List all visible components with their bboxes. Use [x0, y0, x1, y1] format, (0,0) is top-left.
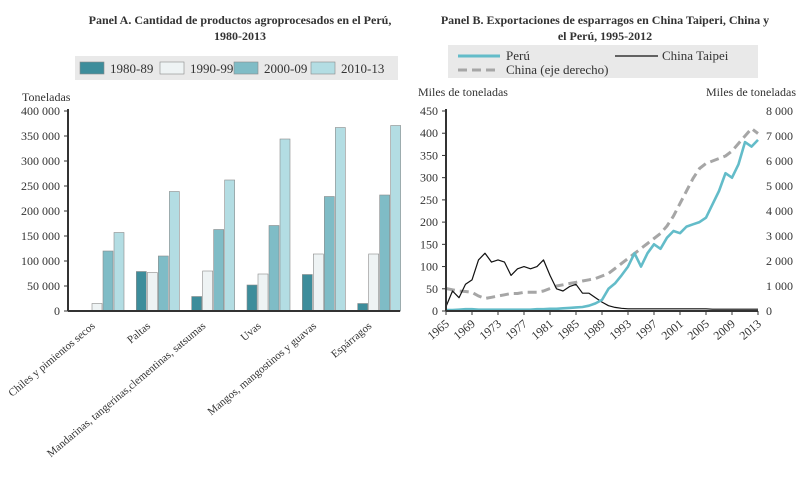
right-y-tick-label: 7 000	[766, 129, 793, 143]
category-label: Uvas	[239, 320, 264, 344]
right-y-tick-label: 3 000	[766, 229, 793, 243]
right-y-tick-label: 4 000	[766, 204, 793, 218]
bar	[257, 273, 269, 312]
left-axis-label: Miles de toneladas	[418, 85, 508, 99]
legend-swatch	[79, 61, 105, 75]
x-tick-label: 1993	[607, 317, 634, 343]
bar	[102, 250, 114, 312]
left-y-tick-label: 400	[420, 126, 438, 140]
bar	[324, 196, 335, 312]
y-axis-label: Toneladas	[22, 90, 71, 104]
x-tick-label: 1973	[477, 317, 504, 343]
x-tick-label: 1981	[529, 317, 556, 343]
panel-b-line-chart: Perú China Taipei China (eje derecho) Miles…	[418, 45, 796, 343]
series-line-china-taipei	[445, 252, 758, 310]
right-y-tick-label: 1 000	[766, 279, 793, 293]
bar	[379, 194, 390, 312]
y-tick-label: 400 000	[21, 104, 60, 118]
legend-label: 2000-09	[264, 61, 307, 76]
y-tick-label: 50 000	[27, 279, 60, 293]
y-tick-label: 200 000	[21, 204, 60, 218]
y-tick-label: 300 000	[21, 154, 60, 168]
y-tick-label: 250 000	[21, 179, 60, 193]
category-label: Chiles y pimientos secos	[6, 320, 97, 399]
bar	[158, 255, 169, 312]
bar	[191, 296, 202, 312]
right-y-tick-label: 0	[766, 304, 772, 318]
y-tick-label: 150 000	[21, 229, 60, 243]
x-tick-label: 1977	[503, 317, 530, 343]
bar	[213, 229, 224, 312]
series-line-china	[445, 127, 759, 300]
legend-label: Perú	[506, 48, 530, 63]
series-line-peru	[446, 138, 759, 312]
bar	[169, 191, 180, 312]
legend-swatch	[310, 61, 336, 75]
bar	[246, 284, 258, 312]
y-tick-label: 100 000	[21, 254, 60, 268]
legend-label: China Taipei	[662, 48, 729, 63]
right-y-tick-label: 5 000	[766, 179, 793, 193]
legend-swatch	[233, 61, 259, 75]
y-tick-label: 0	[54, 304, 60, 318]
category-label: Paltas	[125, 320, 153, 346]
left-y-tick-label: 150	[420, 237, 438, 251]
bar	[136, 271, 147, 312]
bar	[313, 253, 324, 312]
x-tick-label: 1997	[633, 317, 660, 343]
x-tick-label: 2009	[711, 317, 738, 343]
bar	[147, 272, 158, 312]
legend-label: 1990-99	[190, 61, 233, 76]
left-y-tick-label: 300	[420, 171, 438, 185]
right-y-tick-label: 8 000	[766, 104, 793, 118]
legend-swatch	[159, 61, 185, 75]
left-y-tick-label: 250	[420, 193, 438, 207]
left-y-tick-label: 200	[420, 215, 438, 229]
bar	[390, 125, 401, 312]
x-tick-label: 1989	[581, 317, 608, 343]
panel-a-title: Panel A. Cantidad de productos agroproce…	[88, 13, 392, 43]
x-tick-label: 1965	[425, 317, 452, 343]
bar	[279, 138, 291, 312]
right-axis-label: Miles de toneladas	[706, 85, 796, 99]
legend-label: 1980-89	[110, 61, 153, 76]
left-y-tick-label: 350	[420, 148, 438, 162]
bar	[357, 303, 368, 312]
bar	[224, 179, 235, 312]
right-y-tick-label: 6 000	[766, 154, 793, 168]
left-y-tick-label: 450	[420, 104, 438, 118]
bar	[335, 127, 346, 312]
category-label: Mangos, mangostinos y guavas	[205, 320, 319, 418]
y-tick-label: 350 000	[21, 129, 60, 143]
bar	[368, 253, 379, 312]
left-y-tick-label: 100	[420, 260, 438, 274]
x-tick-label: 1969	[451, 317, 478, 343]
x-tick-label: 2001	[659, 317, 686, 343]
legend-box	[448, 45, 758, 78]
left-y-tick-label: 50	[426, 282, 438, 296]
legend-label: China (eje derecho)	[506, 62, 609, 77]
panel-b-title: Panel B. Exportaciones de esparragos en …	[440, 13, 770, 43]
legend-label: 2010-13	[341, 61, 384, 76]
x-tick-label: 1985	[555, 317, 582, 343]
bar	[91, 303, 103, 312]
bar	[268, 225, 280, 312]
category-label: Espárragos	[329, 320, 374, 361]
bar	[302, 274, 313, 312]
left-y-tick-label: 0	[432, 304, 438, 318]
x-tick-label: 2013	[737, 317, 764, 343]
x-tick-label: 2005	[685, 317, 712, 343]
bar	[113, 232, 125, 312]
right-y-tick-label: 2 000	[766, 254, 793, 268]
bar	[202, 270, 213, 312]
panel-a-bar-chart: 1980-89 1990-99 2000-09 2010-13 Toneladas 0 50…	[6, 56, 401, 460]
